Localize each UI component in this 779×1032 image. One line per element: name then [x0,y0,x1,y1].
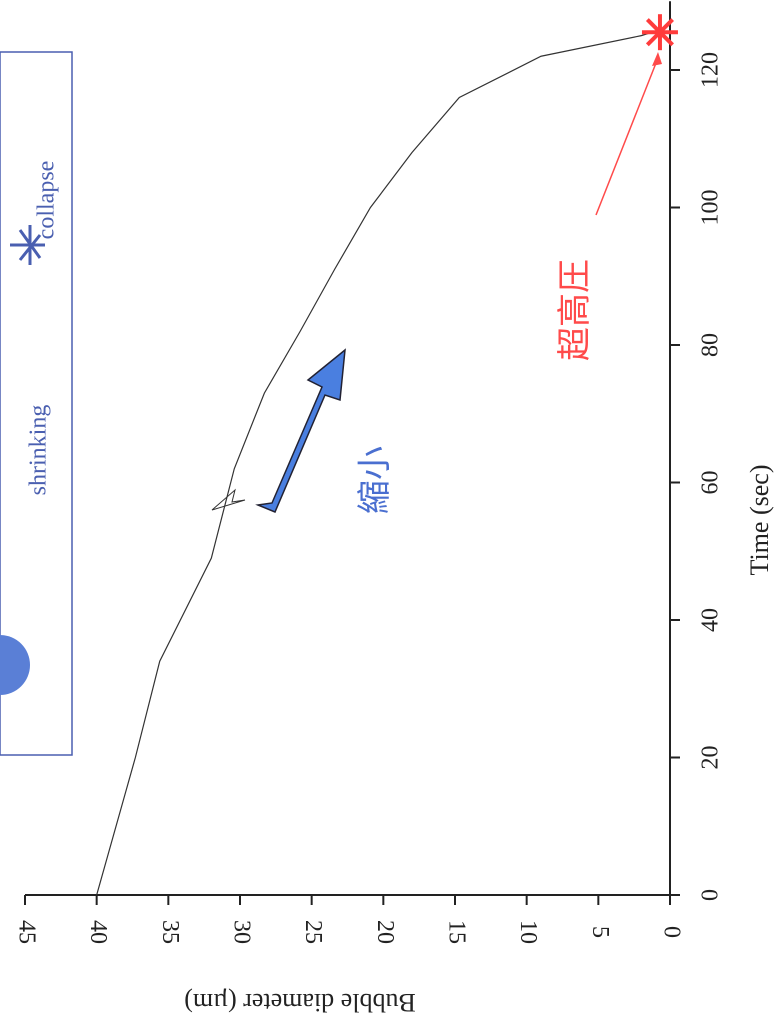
collapse-label: collapse [34,161,60,240]
x-tick-label: 40 [698,608,724,632]
pressure-arrow [596,58,658,215]
x-tick-label: 120 [698,52,724,88]
y-tick-label: 35 [157,920,183,944]
highlight-marker [642,14,678,50]
shrink-label: 縮小 [356,446,394,514]
bubble-icon [0,635,30,695]
y-tick-label: 30 [228,920,254,944]
y-tick-label: 25 [300,920,326,944]
chart: shrinking collapse 縮小 超高圧 Time (sec) Bub… [0,0,779,1027]
y-tick-label: 20 [372,920,398,944]
shrink-arrow [258,350,345,512]
y-tick-label: 5 [587,926,613,938]
pressure-label: 超高圧 [556,259,594,361]
x-axis-title: Time (sec) [745,465,774,576]
y-tick-label: 40 [85,920,111,944]
x-tick-label: 80 [698,333,724,357]
pressure-arrowhead [652,52,662,66]
x-tick-label: 0 [698,889,724,901]
y-tick-label: 45 [13,920,39,944]
y-tick-label: 15 [443,920,469,944]
y-tick-label: 0 [658,926,684,938]
x-tick-label: 100 [698,190,724,226]
shrinking-label: shrinking [26,405,52,496]
y-axis-title: Bubble diameter (µm) [184,988,416,1017]
y-tick-label: 10 [515,920,541,944]
x-tick-label: 20 [698,746,724,770]
x-tick-label: 60 [698,471,724,495]
